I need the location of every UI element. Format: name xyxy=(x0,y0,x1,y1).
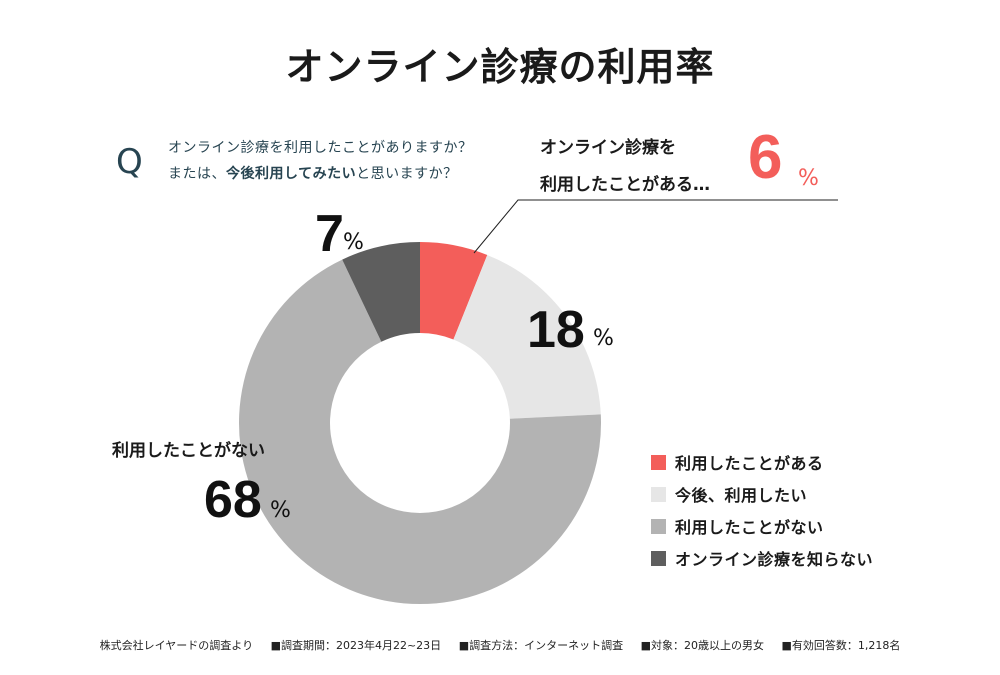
question-line-2-prefix: または、 xyxy=(168,166,226,182)
callout-line-1: オンライン診療を xyxy=(540,138,676,158)
legend-label: オンライン診療を知らない xyxy=(675,550,874,569)
donut-slice xyxy=(239,259,601,604)
question-line-1: オンライン診療を利用したことがありますか？ xyxy=(168,140,473,156)
legend-swatch xyxy=(651,550,666,566)
legend-label: 利用したことがある xyxy=(675,454,824,473)
data-label-unit: % xyxy=(270,498,291,523)
donut-slices xyxy=(239,242,601,604)
legend-item: 利用したことがない xyxy=(651,510,873,542)
legend-swatch xyxy=(651,454,666,470)
legend-label: 今後、利用したい xyxy=(675,486,808,505)
donut-slice xyxy=(420,242,488,340)
legend-item: 利用したことがある xyxy=(651,446,873,478)
data-label-value: 18 xyxy=(527,301,585,359)
footer-source: 株式会社レイヤードの調査より xyxy=(99,639,254,652)
footer-target: ■対象：20歳以上の男女 xyxy=(640,639,764,652)
legend-item: 今後、利用したい xyxy=(651,478,873,510)
data-label-unit: % xyxy=(343,230,364,255)
callout-value: 6 xyxy=(748,123,783,192)
legend-swatch xyxy=(651,486,666,502)
legend-label: 利用したことがない xyxy=(675,518,824,537)
footer-method: ■調査方法：インターネット調査 xyxy=(458,639,624,652)
donut-slice xyxy=(342,242,420,342)
callout-line-2: 利用したことがある… xyxy=(540,175,710,195)
legend: 利用したことがある 今後、利用したい 利用したことがない オンライン診療を知らな… xyxy=(651,446,873,574)
question-mark: Q xyxy=(116,142,143,182)
data-label-unit: % xyxy=(593,326,614,351)
footer: 株式会社レイヤードの調査より ■調査期間：2023年4月22~23日 ■調査方法… xyxy=(0,637,1000,653)
legend-swatch xyxy=(651,518,666,534)
footer-respondents: ■有効回答数：1,218名 xyxy=(781,639,901,652)
callout-unit: % xyxy=(798,166,819,191)
question-line-2-suffix: と思いますか？ xyxy=(356,166,458,182)
data-label-value: 7 xyxy=(315,205,344,263)
question-line-2: または、今後利用してみたいと思いますか？ xyxy=(168,163,458,183)
footer-period: ■調査期間：2023年4月22~23日 xyxy=(270,639,442,652)
question-line-2-bold: 今後利用してみたい xyxy=(226,166,357,182)
side-label-no-use: 利用したことがない xyxy=(112,441,265,461)
data-label-value: 68 xyxy=(204,471,262,529)
callout-leader-line xyxy=(473,199,838,254)
legend-item: オンライン診療を知らない xyxy=(651,542,873,574)
page-title: オンライン診療の利用率 xyxy=(285,45,715,89)
donut-slice xyxy=(453,254,601,419)
